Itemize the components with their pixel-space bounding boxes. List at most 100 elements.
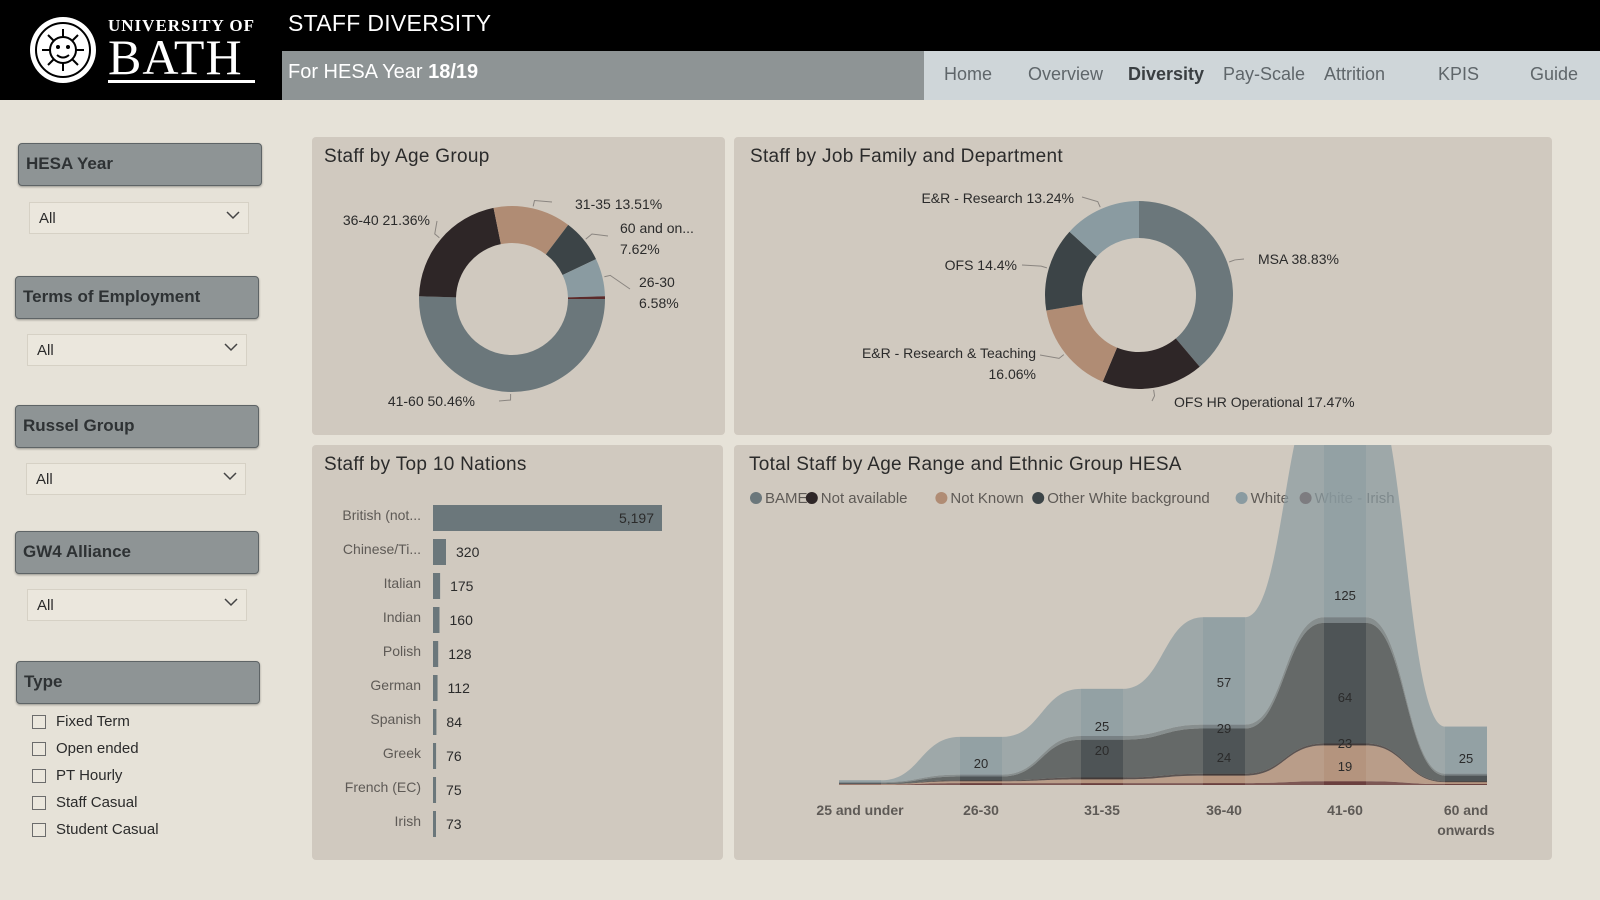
column-not-available[interactable] [960,780,1002,782]
filter-terms-value: All [37,342,54,359]
column-white[interactable] [839,780,881,783]
column-other-white-background[interactable] [1445,775,1487,782]
nav-guide[interactable]: Guide [1530,64,1579,84]
job-slice-e-r-research[interactable] [1069,201,1139,257]
age-leader-line [434,220,440,239]
column-not-available[interactable] [1324,743,1366,746]
nation-bar-chinese-ti[interactable] [433,539,446,565]
x-tick-label-41-60: 41-60 [1327,802,1363,818]
checkbox[interactable] [32,768,46,783]
column-bame[interactable] [839,782,881,784]
legend-marker-white[interactable] [1235,492,1248,504]
column-not-available[interactable] [1081,777,1123,780]
column-white[interactable] [960,736,1002,775]
column-white[interactable] [1081,688,1123,736]
job-data-label: 16.06% [989,366,1036,382]
nation-value-spanish: 84 [446,714,462,730]
nation-bar-polish[interactable] [433,641,439,667]
column-not-known[interactable] [960,781,1002,784]
legend-label-not-known: Not Known [950,490,1023,507]
column-white-irish[interactable] [1203,783,1245,785]
type-option-fixed-term[interactable]: Fixed Term [32,713,130,730]
nation-label-spanish: Spanish [370,711,421,727]
type-option-staff-casual[interactable]: Staff Casual [32,794,137,811]
column-bame[interactable] [1445,773,1487,776]
nation-bar-spanish[interactable] [433,709,437,735]
nation-bar-irish[interactable] [433,811,436,837]
nation-bar-indian[interactable] [433,607,440,633]
nav-pay-scale[interactable]: Pay-Scale [1223,64,1306,84]
job-slice-ofs[interactable] [1045,231,1097,311]
job-slice-ofs-hr-operational[interactable] [1102,338,1200,389]
panel-top-nations: Staff by Top 10 Nations British (not... 5… [312,445,723,860]
nation-bar-greek[interactable] [433,743,437,769]
subtitle-bar: For HESA Year 18/19 [282,51,924,100]
age-slice-41-60[interactable] [419,296,605,392]
column-other-white-background[interactable] [960,776,1002,781]
legend-marker-bame[interactable] [750,492,762,504]
age-slice-60-and-on-[interactable] [545,224,597,275]
nation-label-chinese-ti: Chinese/Ti... [343,541,421,557]
nation-value-german: 112 [448,680,471,696]
age-slice-26-30[interactable] [562,259,605,298]
column-bame[interactable] [1081,735,1123,740]
filter-hesa-year-select[interactable]: All [29,202,249,234]
nav-diversity[interactable]: Diversity [1128,64,1205,84]
column-bame[interactable] [960,774,1002,777]
nation-bar-italian[interactable] [433,573,441,599]
legend-marker-not-available[interactable] [805,492,818,504]
ribbon-not-available[interactable] [839,743,1487,785]
column-not-available[interactable] [1203,773,1245,776]
age-slice-25-and-under[interactable] [567,296,605,299]
checkbox[interactable] [32,741,46,756]
nav-overview[interactable]: Overview [1028,64,1104,84]
column-white-irish[interactable] [1081,783,1123,785]
legend-marker-other-white-background[interactable] [1032,492,1045,504]
filter-russel-select[interactable]: All [26,463,246,495]
filter-terms-select[interactable]: All [27,334,247,366]
nation-bar-german[interactable] [433,675,438,701]
column-other-white-background[interactable] [1324,622,1366,744]
nav-bar: Home Overview Diversity Pay-Scale Attrit… [924,51,1600,100]
filter-type-header: Type [16,661,260,704]
checkbox[interactable] [32,714,46,729]
column-white-irish[interactable] [960,783,1002,785]
column-not-known[interactable] [1324,745,1366,782]
checkbox[interactable] [32,822,46,837]
job-leader-line [1151,389,1156,402]
job-slice-e-r-research-teaching[interactable] [1046,304,1118,382]
column-white-irish[interactable] [1324,781,1366,785]
column-white[interactable] [1324,445,1366,618]
age-slice-31-35[interactable] [493,206,569,255]
column-other-white-background[interactable] [1081,739,1123,778]
column-not-known[interactable] [839,784,881,785]
column-white-irish[interactable] [1445,784,1487,785]
column-not-known[interactable] [1445,782,1487,785]
legend-marker-not-known[interactable] [935,492,948,504]
job-data-label: E&R - Research & Teaching [862,345,1036,361]
nav-home[interactable]: Home [944,64,993,84]
filter-gw4-select[interactable]: All [27,589,247,621]
ribbon-data-label: 23 [1338,736,1352,751]
type-option-student-casual[interactable]: Student Casual [32,821,159,838]
column-other-white-background[interactable] [1203,728,1245,774]
type-option-pt-hourly[interactable]: PT Hourly [32,767,122,784]
checkbox[interactable] [32,795,46,810]
column-other-white-background[interactable] [839,783,881,785]
column-bame[interactable] [1203,724,1245,729]
nation-label-british-not: British (not... [342,507,421,523]
nav-kpis[interactable]: KPIS [1438,64,1480,84]
column-not-known[interactable] [1203,775,1245,784]
nav-attrition[interactable]: Attrition [1324,64,1386,84]
column-not-available[interactable] [1445,781,1487,783]
legend-label-white: White [1251,490,1289,507]
job-slice-msa[interactable] [1139,201,1233,367]
column-white[interactable] [1203,617,1245,725]
column-not-known[interactable] [1081,779,1123,784]
column-bame[interactable] [1324,617,1366,623]
age-slice-36-40[interactable] [419,207,501,298]
column-white[interactable] [1445,726,1487,774]
nation-bar-british-not[interactable] [433,505,662,531]
nation-bar-french-ec[interactable] [433,777,437,803]
type-option-open-ended[interactable]: Open ended [32,740,139,757]
